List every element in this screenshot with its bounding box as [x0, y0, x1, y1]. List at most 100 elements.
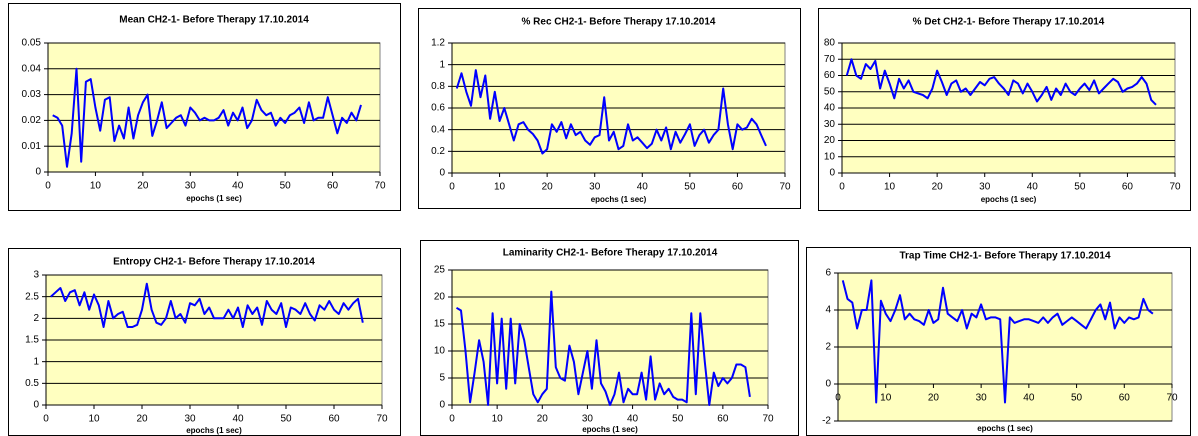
x-tick-label: 10: [492, 414, 504, 425]
plot-area: [451, 269, 769, 406]
x-tick-label: 20: [928, 393, 940, 404]
y-tick-label: 60: [824, 70, 836, 81]
y-tick-label: 5: [439, 373, 445, 384]
x-tick-label: 30: [589, 182, 601, 193]
y-tick-label: -2: [822, 416, 831, 427]
chart-title: % Rec CH2-1- Before Therapy 17.10.2014: [522, 17, 716, 28]
y-tick-label: 0: [439, 400, 445, 411]
y-tick-label: 0.4: [431, 124, 445, 135]
x-tick-label: 30: [976, 393, 988, 404]
x-tick-label: 10: [880, 393, 892, 404]
y-tick-label: 4: [825, 305, 831, 316]
y-tick-label: 1.2: [431, 38, 445, 49]
y-tick-label: 0: [33, 400, 39, 411]
x-tick-label: 40: [637, 182, 649, 193]
x-tick-label: 70: [376, 414, 388, 425]
x-tick-label: 50: [1071, 393, 1083, 404]
y-tick-label: 0.05: [22, 38, 42, 49]
x-axis-label: epochs (1 sec): [582, 425, 638, 434]
data-line: [52, 67, 362, 168]
x-tick-label: 50: [672, 414, 684, 425]
y-tick-label: 15: [434, 319, 446, 330]
x-axis-label: epochs (1 sec): [981, 195, 1037, 204]
x-tick-label: 0: [839, 182, 845, 193]
chart-title: Entropy CH2-1- Before Therapy 17.10.2014: [113, 257, 315, 268]
x-tick-label: 40: [627, 414, 639, 425]
y-tick-label: 0.02: [22, 115, 42, 126]
y-tick-label: 1: [33, 356, 39, 367]
chart-title: Mean CH2-1- Before Therapy 17.10.2014: [119, 15, 309, 26]
x-axis-label: epochs (1 sec): [977, 424, 1033, 433]
data-line: [455, 290, 751, 406]
x-tick-label: 0: [449, 414, 455, 425]
x-tick-label: 60: [717, 414, 729, 425]
x-tick-label: 10: [884, 182, 896, 193]
x-tick-label: 10: [88, 414, 100, 425]
x-tick-label: 70: [374, 181, 386, 192]
x-tick-label: 20: [542, 182, 554, 193]
x-tick-label: 20: [137, 181, 149, 192]
y-tick-label: 50: [824, 86, 836, 97]
y-tick-label: 3: [33, 270, 39, 281]
y-tick-label: 20: [434, 292, 446, 303]
y-tick-label: 1: [439, 59, 445, 70]
y-tick-label: 0.6: [431, 103, 445, 114]
y-tick-label: 25: [434, 265, 446, 276]
chart-title: Trap Time CH2-1- Before Therapy 17.10.20…: [899, 251, 1110, 262]
x-tick-label: 50: [1074, 182, 1086, 193]
x-tick-label: 10: [494, 182, 506, 193]
x-tick-label: 60: [1122, 182, 1134, 193]
x-tick-label: 60: [328, 414, 340, 425]
data-line: [50, 282, 364, 328]
y-tick-label: 0: [439, 168, 445, 179]
y-tick-label: 20: [824, 135, 836, 146]
y-tick-label: 1.5: [25, 335, 39, 346]
y-tick-label: 0: [829, 168, 835, 179]
y-tick-label: 0.01: [22, 141, 42, 152]
x-axis-label: epochs (1 sec): [186, 194, 242, 203]
x-tick-label: 40: [1023, 393, 1035, 404]
x-tick-label: 60: [1119, 393, 1131, 404]
x-tick-label: 70: [1169, 182, 1181, 193]
x-tick-label: 30: [185, 181, 197, 192]
x-tick-label: 0: [449, 182, 455, 193]
y-tick-label: 0.03: [22, 89, 42, 100]
y-tick-label: 2: [33, 313, 39, 324]
y-tick-label: 0: [825, 379, 831, 390]
y-tick-label: 0.8: [431, 81, 445, 92]
x-tick-label: 50: [280, 181, 292, 192]
x-tick-label: 40: [1027, 182, 1039, 193]
y-tick-label: 40: [824, 103, 836, 114]
x-tick-label: 0: [835, 393, 841, 404]
x-tick-label: 40: [232, 181, 244, 192]
y-tick-label: 0.5: [25, 378, 39, 389]
x-tick-label: 20: [537, 414, 549, 425]
x-tick-label: 60: [327, 181, 339, 192]
x-tick-label: 30: [979, 182, 991, 193]
x-tick-label: 60: [732, 182, 744, 193]
y-tick-label: 0: [35, 167, 41, 178]
data-line: [455, 69, 767, 155]
x-tick-label: 10: [90, 181, 102, 192]
x-tick-label: 50: [280, 414, 292, 425]
y-tick-label: 70: [824, 54, 836, 65]
y-tick-label: 6: [825, 268, 831, 279]
x-tick-label: 30: [582, 414, 594, 425]
x-tick-label: 50: [684, 182, 696, 193]
y-tick-label: 2: [825, 342, 831, 353]
x-tick-label: 70: [1166, 393, 1178, 404]
x-tick-label: 30: [184, 414, 196, 425]
x-tick-label: 20: [136, 414, 148, 425]
x-tick-label: 70: [779, 182, 791, 193]
x-tick-label: 40: [232, 414, 244, 425]
y-tick-label: 30: [824, 119, 836, 130]
x-tick-label: 70: [762, 414, 774, 425]
x-axis-label: epochs (1 sec): [186, 426, 242, 435]
x-tick-label: 20: [932, 182, 944, 193]
y-tick-label: 80: [824, 38, 836, 49]
x-tick-label: 0: [43, 414, 49, 425]
y-tick-label: 10: [434, 346, 446, 357]
chart-title: % Det CH2-1- Before Therapy 17.10.2014: [913, 17, 1105, 28]
y-tick-label: 2.5: [25, 291, 39, 302]
